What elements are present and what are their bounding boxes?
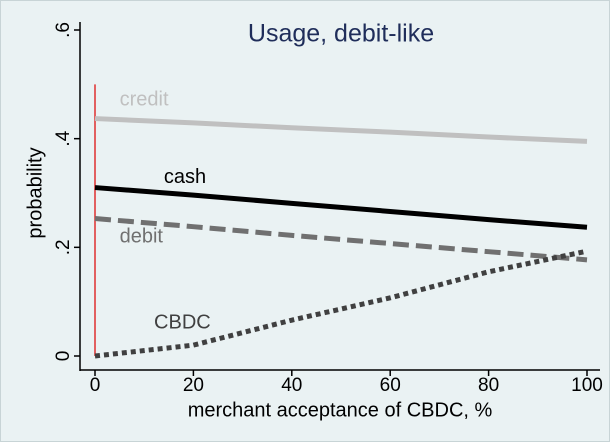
series-label: credit (120, 88, 169, 110)
x-tick-label: 80 (478, 375, 499, 396)
x-tick-label: 100 (571, 375, 603, 396)
series-line (94, 185, 588, 230)
series-label: cash (164, 166, 206, 188)
x-tick-label: 40 (281, 375, 302, 396)
y-tick-label: .4 (53, 130, 74, 146)
y-tick-label: .2 (53, 239, 74, 255)
series-line (94, 116, 588, 144)
y-tick-label: .6 (53, 22, 74, 38)
chart-title: Usage, debit-like (248, 20, 434, 48)
x-tick-label: 0 (90, 375, 101, 396)
x-axis-label: merchant acceptance of CBDC, % (188, 399, 493, 421)
x-tick-label: 20 (183, 375, 204, 396)
series-line (94, 248, 588, 359)
series-line (94, 216, 588, 263)
x-tick-label: 60 (380, 375, 401, 396)
y-tick-label: 0 (53, 351, 74, 362)
series-label: CBDC (154, 312, 211, 334)
series-label: debit (120, 225, 164, 247)
y-axis-label: probability (24, 147, 46, 238)
